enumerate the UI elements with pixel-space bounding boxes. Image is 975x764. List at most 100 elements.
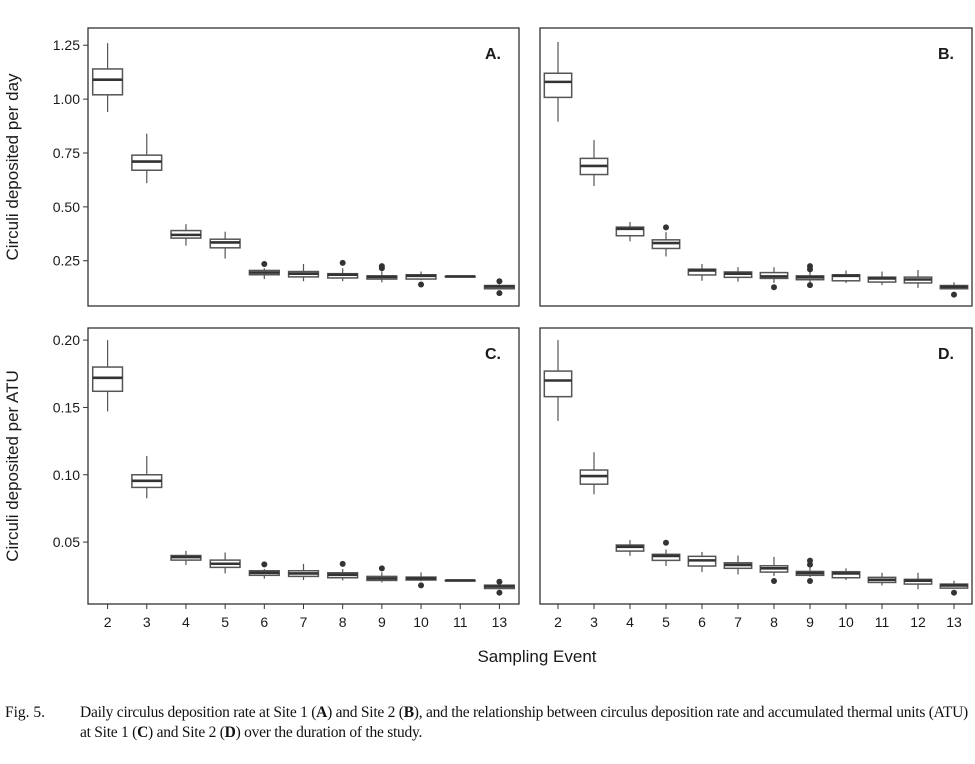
box-12 bbox=[903, 270, 933, 288]
x-tick-label: 10 bbox=[838, 614, 854, 630]
y-tick-label: 0.10 bbox=[53, 467, 80, 483]
x-tick-label: 11 bbox=[875, 614, 890, 630]
box-5 bbox=[651, 224, 681, 257]
outlier-point bbox=[378, 263, 385, 270]
outlier-point bbox=[496, 578, 503, 585]
outlier-point bbox=[807, 557, 813, 564]
outlier-point bbox=[807, 263, 813, 270]
box-5 bbox=[651, 539, 681, 567]
x-tick-label: 2 bbox=[104, 614, 112, 630]
outlier-point bbox=[951, 589, 957, 596]
outlier-point bbox=[771, 577, 777, 584]
x-tick-label: 12 bbox=[910, 614, 926, 630]
caption-text: Daily circulus deposition rate at Site 1… bbox=[80, 703, 975, 743]
box-10 bbox=[405, 271, 437, 288]
box-2 bbox=[543, 340, 573, 421]
box-4 bbox=[170, 550, 202, 565]
box-6 bbox=[248, 561, 280, 579]
iqr-box bbox=[91, 366, 124, 393]
box-9 bbox=[795, 263, 825, 289]
caption-panel-ref: A bbox=[316, 704, 328, 721]
box-4 bbox=[615, 540, 645, 556]
panel-label: B. bbox=[938, 46, 954, 63]
y-tick-label: 0.25 bbox=[53, 253, 80, 269]
box-plot-figure: Circuli deposited per day Circuli deposi… bbox=[3, 27, 973, 666]
caption-segment: ) and Site 2 ( bbox=[327, 704, 404, 721]
iqr-box bbox=[543, 72, 573, 99]
x-tick-label: 7 bbox=[300, 614, 308, 630]
box-12 bbox=[903, 572, 933, 590]
outlier-point bbox=[261, 260, 268, 267]
caption-panel-ref: C bbox=[137, 724, 149, 741]
y-tick-label: 1.25 bbox=[53, 37, 80, 53]
outlier-point bbox=[339, 560, 346, 567]
box-3 bbox=[579, 140, 609, 186]
x-tick-label: 3 bbox=[143, 614, 151, 630]
box-2 bbox=[543, 42, 573, 122]
box-4 bbox=[170, 224, 202, 246]
x-tick-label: 2 bbox=[554, 614, 562, 630]
outlier-point bbox=[261, 561, 268, 568]
caption-panel-ref: D bbox=[224, 724, 236, 741]
box-3 bbox=[131, 455, 163, 499]
y-tick-label: 0.20 bbox=[53, 332, 80, 348]
x-tick-label: 5 bbox=[662, 614, 670, 630]
panel-a: A. 0.25 0.50 0.75 1.00 1.25 bbox=[53, 27, 520, 307]
box-8 bbox=[327, 560, 359, 581]
box-11 bbox=[444, 275, 476, 278]
panel-label: C. bbox=[485, 346, 501, 363]
box-13 bbox=[939, 580, 969, 596]
iqr-box bbox=[651, 553, 681, 562]
box-2 bbox=[91, 43, 124, 113]
outlier-point bbox=[378, 565, 385, 572]
box-13 bbox=[483, 278, 516, 297]
box-5 bbox=[209, 231, 241, 259]
outlier-point bbox=[496, 589, 503, 596]
panel-c: C. 0.05 0.10 0.15 0.20 2 3 4 5 6 7 8 9 10 11 13 bbox=[53, 327, 520, 630]
y-axis-label-bottom: Circuli deposited per ATU bbox=[3, 370, 22, 562]
outlier-point bbox=[496, 290, 503, 297]
box-10 bbox=[405, 572, 437, 589]
box-7 bbox=[287, 563, 320, 581]
box-8 bbox=[759, 556, 789, 584]
box-2 bbox=[91, 340, 124, 412]
panel-label: D. bbox=[938, 346, 954, 363]
y-tick-label: 0.50 bbox=[53, 199, 80, 215]
box-3 bbox=[131, 133, 163, 184]
y-tick-label: 0.05 bbox=[53, 534, 80, 550]
box-7 bbox=[723, 555, 753, 575]
box-11 bbox=[444, 579, 476, 582]
x-tick-label: 8 bbox=[339, 614, 347, 630]
panel-d: D. 2 3 4 5 6 7 8 9 10 11 12 13 bbox=[539, 327, 973, 630]
x-tick-label: 7 bbox=[734, 614, 742, 630]
iqr-box bbox=[615, 226, 645, 237]
box-9 bbox=[366, 565, 398, 583]
x-axis-label: Sampling Event bbox=[477, 647, 596, 666]
box-3 bbox=[579, 452, 609, 495]
outlier-point bbox=[951, 291, 957, 298]
y-tick-label: 1.00 bbox=[53, 91, 80, 107]
x-tick-label: 6 bbox=[260, 614, 268, 630]
caption-segment: ) and Site 2 ( bbox=[148, 724, 225, 741]
box-6 bbox=[248, 260, 280, 280]
box-6 bbox=[687, 263, 717, 281]
plot-frame bbox=[87, 27, 520, 307]
plot-frame bbox=[539, 327, 973, 605]
outlier-point bbox=[496, 278, 503, 285]
panel-b: B. bbox=[539, 27, 973, 307]
outlier-point bbox=[339, 259, 346, 266]
outlier-point bbox=[771, 284, 777, 291]
x-tick-label: 9 bbox=[378, 614, 386, 630]
outlier-point bbox=[663, 539, 669, 546]
plot-frame bbox=[539, 27, 973, 307]
plot-frame bbox=[87, 327, 520, 605]
outlier-point bbox=[807, 577, 813, 584]
iqr-box bbox=[91, 68, 124, 96]
outlier-point bbox=[418, 582, 425, 589]
outlier-point bbox=[663, 224, 669, 231]
box-7 bbox=[723, 267, 753, 282]
x-tick-label: 9 bbox=[806, 614, 814, 630]
iqr-box bbox=[543, 370, 573, 398]
caption-figure-number: Fig. 5. bbox=[5, 704, 46, 721]
box-11 bbox=[867, 572, 897, 586]
